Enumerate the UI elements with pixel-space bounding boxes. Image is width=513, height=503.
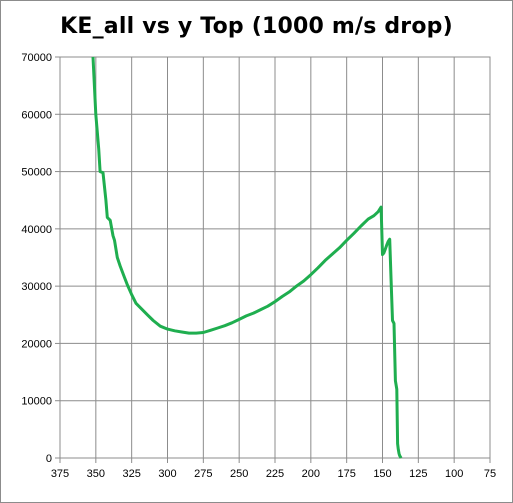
y-tick-label: 50000	[21, 167, 52, 179]
series-group	[91, 56, 403, 459]
series-line	[91, 56, 403, 459]
x-tick-label: 325	[122, 468, 140, 480]
x-tick-label: 150	[373, 468, 391, 480]
x-tick-label: 175	[337, 468, 355, 480]
y-axis-ticks: 0 10000 20000 30000 40000 50000 60000 70000	[21, 52, 60, 465]
x-tick-label: 125	[409, 468, 427, 480]
y-tick-label: 0	[46, 453, 52, 465]
y-tick-label: 30000	[21, 281, 52, 293]
x-tick-label: 300	[158, 468, 176, 480]
grid	[59, 56, 491, 459]
x-tick-label: 100	[445, 468, 463, 480]
chart-title: KE_all vs y Top (1000 m/s drop)	[60, 14, 453, 39]
y-tick-label: 10000	[21, 396, 52, 408]
x-tick-label: 200	[302, 468, 320, 480]
y-tick-label: 60000	[21, 109, 52, 121]
y-tick-label: 40000	[21, 224, 52, 236]
x-tick-label: 225	[266, 468, 284, 480]
x-tick-label: 75	[484, 468, 496, 480]
x-axis-ticks: 375 350 325 300 275 250 225 200 175 150 125 100 75	[51, 458, 496, 480]
x-tick-label: 350	[87, 468, 105, 480]
x-tick-label: 250	[230, 468, 248, 480]
y-tick-label: 70000	[21, 52, 52, 64]
x-tick-label: 375	[51, 468, 69, 480]
x-tick-label: 275	[194, 468, 212, 480]
y-tick-label: 20000	[21, 338, 52, 350]
